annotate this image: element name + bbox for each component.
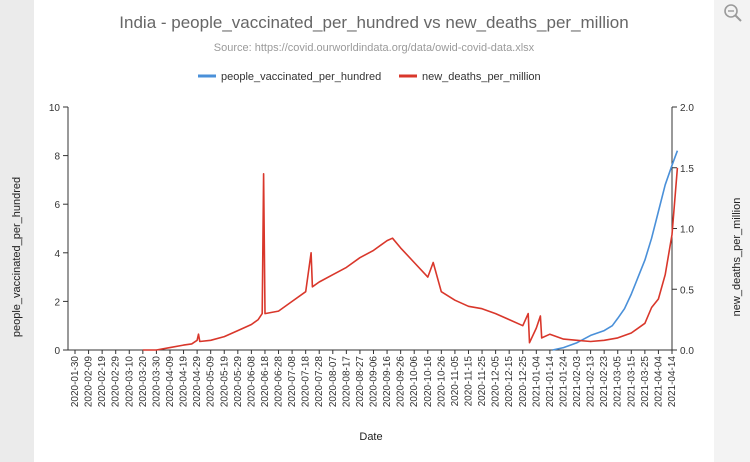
x-tick-label: 2020-05-19 [219, 356, 230, 408]
x-tick-label: 2020-03-10 [124, 356, 135, 408]
x-tick-label: 2020-10-26 [436, 356, 447, 408]
x-tick-label: 2020-04-09 [165, 356, 176, 408]
side-toolbar [714, 0, 750, 462]
x-tick-label: 2020-11-25 [477, 356, 488, 407]
x-tick-label: 2020-06-18 [260, 356, 271, 408]
x-tick-label: 2020-11-15 [463, 356, 474, 407]
y-left-tick-label: 0 [54, 346, 60, 357]
x-tick-label: 2020-09-16 [382, 356, 393, 408]
x-tick-label: 2020-10-16 [423, 356, 434, 408]
series-line-deaths [142, 167, 679, 351]
x-tick-label: 2020-02-19 [97, 356, 108, 408]
y-left-tick-label: 8 [54, 152, 60, 163]
chart-subtitle: Source: https://covid.ourworldindata.org… [214, 42, 535, 54]
x-tick-label: 2020-03-30 [151, 356, 162, 408]
y-left-tick-label: 10 [49, 103, 61, 114]
x-tick-label: 2021-03-15 [626, 356, 637, 408]
x-tick-label: 2021-03-05 [613, 356, 624, 408]
x-tick-label: 2021-02-13 [586, 356, 597, 408]
x-tick-label: 2020-08-17 [341, 356, 352, 408]
y-left-tick-label: 4 [54, 249, 60, 260]
x-tick-label: 2020-07-08 [287, 356, 298, 408]
x-tick-label: 2020-09-26 [396, 356, 407, 408]
axes [67, 107, 673, 351]
x-tick-label: 2021-04-04 [653, 356, 664, 408]
x-tick-label: 2020-08-27 [355, 356, 366, 408]
x-tick-label: 2020-12-25 [518, 356, 529, 408]
x-tick-label: 2021-02-03 [572, 356, 583, 408]
x-tick-label: 2020-02-29 [111, 356, 122, 408]
x-tick-label: 2020-08-07 [328, 356, 339, 408]
x-tick-label: 2020-07-18 [301, 356, 312, 408]
x-tick-label: 2021-01-24 [558, 356, 569, 408]
x-tick-label: 2020-05-09 [206, 356, 217, 408]
x-tick-label: 2021-04-14 [667, 356, 678, 408]
y-right-tick-label: 0.5 [680, 285, 694, 296]
y-left-tick-label: 2 [54, 297, 60, 308]
chart-title: India - people_vaccinated_per_hundred vs… [119, 13, 628, 32]
x-tick-label: 2020-06-08 [246, 356, 257, 408]
y-right-tick-label: 1.5 [680, 164, 694, 175]
x-tick-label: 2021-02-23 [599, 356, 610, 408]
x-tick-label: 2020-04-29 [192, 356, 203, 408]
legend[interactable]: people_vaccinated_per_hundred new_deaths… [198, 71, 541, 83]
x-tick-label: 2020-07-28 [314, 356, 325, 408]
x-tick-label: 2020-03-20 [138, 356, 149, 408]
x-tick-label: 2020-10-06 [409, 356, 420, 408]
legend-label-vaccinated: people_vaccinated_per_hundred [221, 71, 381, 83]
series-line-vaccinated [552, 150, 679, 351]
x-axis-title: Date [359, 431, 382, 443]
x-tick-label: 2020-02-09 [84, 356, 95, 408]
y-axis-left-title: people_vaccinated_per_hundred [11, 177, 23, 337]
x-tick-label: 2020-04-19 [179, 356, 190, 408]
y-right-tick-label: 2.0 [680, 103, 694, 114]
x-tick-label: 2020-09-06 [369, 356, 380, 408]
magnifier-icon[interactable] [722, 2, 744, 24]
x-tick-label: 2020-12-05 [491, 356, 502, 408]
x-tick-label: 2021-01-14 [545, 356, 556, 408]
chart-panel [34, 0, 714, 462]
x-tick-label: 2020-06-28 [274, 356, 285, 408]
x-tick-label: 2021-03-25 [640, 356, 651, 408]
y-left-tick-label: 6 [54, 200, 60, 211]
y-right-tick-label: 0.0 [680, 346, 694, 357]
x-tick-label: 2020-01-30 [70, 356, 81, 408]
x-tick-label: 2020-12-15 [504, 356, 515, 408]
x-tick-label: 2021-01-04 [531, 356, 542, 408]
x-tick-label: 2020-11-05 [450, 356, 461, 407]
legend-label-deaths: new_deaths_per_million [422, 71, 541, 83]
y-right-tick-label: 1.0 [680, 225, 694, 236]
y-axis-right-title: new_deaths_per_million [731, 198, 743, 317]
x-tick-label: 2020-05-29 [233, 356, 244, 408]
